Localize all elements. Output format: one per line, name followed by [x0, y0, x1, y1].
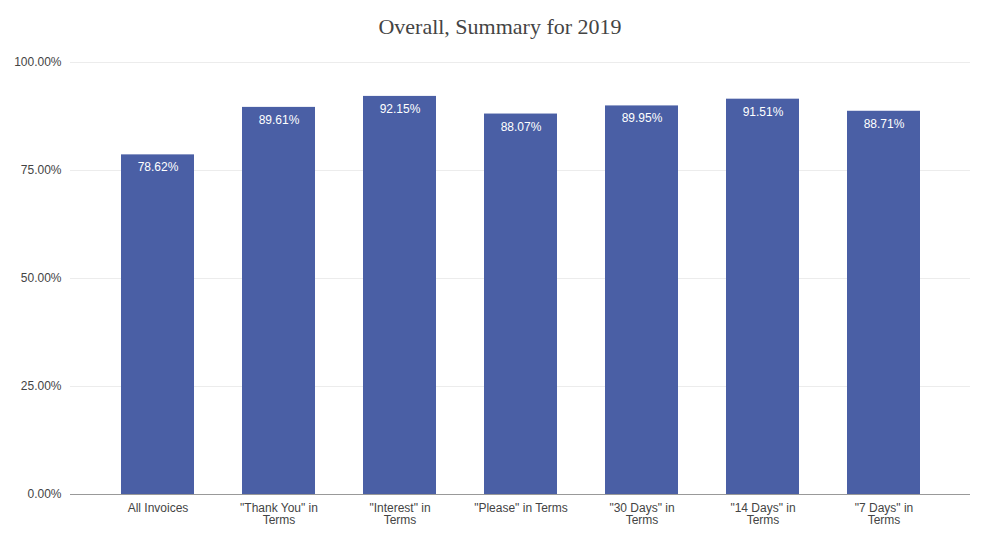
svg-text:"Please" in Terms: "Please" in Terms [474, 501, 568, 515]
svg-text:0.00%: 0.00% [27, 487, 61, 501]
svg-text:89.95%: 89.95% [622, 111, 663, 125]
svg-text:50.00%: 50.00% [21, 271, 62, 285]
svg-text:"7 Days" inTerms: "7 Days" inTerms [855, 501, 914, 527]
svg-text:88.07%: 88.07% [501, 120, 542, 134]
svg-text:91.51%: 91.51% [743, 105, 784, 119]
svg-text:89.61%: 89.61% [259, 113, 300, 127]
svg-text:75.00%: 75.00% [21, 163, 62, 177]
html-text:Overall, Summary for 2019: Overall, Summary for 2019 [378, 14, 622, 39]
svg-text:"14 Days" inTerms: "14 Days" inTerms [730, 501, 795, 527]
svg-text:"Interest" inTerms: "Interest" inTerms [369, 501, 430, 527]
svg-text:All Invoices: All Invoices [128, 501, 189, 515]
svg-text:100.00%: 100.00% [14, 55, 62, 69]
svg-text:25.00%: 25.00% [21, 379, 62, 393]
svg-text:78.62%: 78.62% [138, 160, 179, 174]
svg-text:"Thank You" inTerms: "Thank You" inTerms [240, 501, 318, 527]
svg-text:88.71%: 88.71% [864, 117, 905, 131]
svg-text:92.15%: 92.15% [380, 102, 421, 116]
svg-text:"30 Days" inTerms: "30 Days" inTerms [609, 501, 674, 527]
